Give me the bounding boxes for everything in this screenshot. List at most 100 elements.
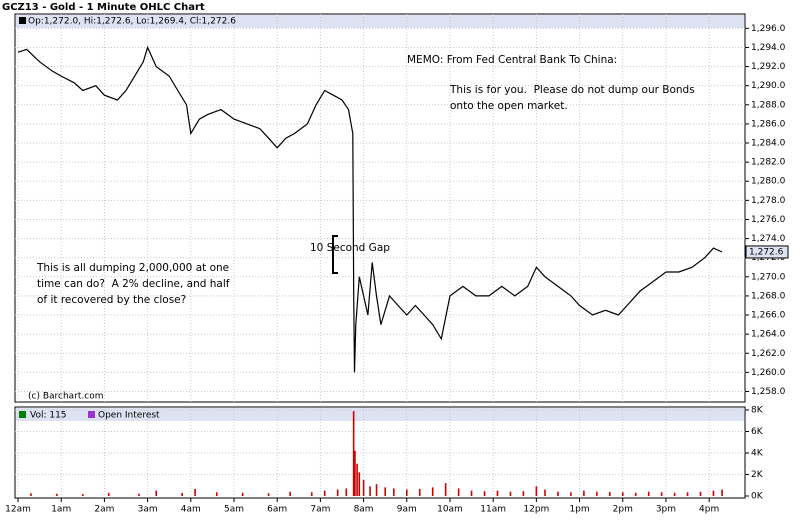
volume-bar [544,489,546,496]
y-tick-label: 2K [751,470,764,480]
volume-bar [535,486,538,496]
volume-bar [496,490,499,496]
volume-bar [56,493,58,496]
volume-bar [241,492,244,496]
annotation: MEMO: From Fed Central Bank To China: [407,54,617,66]
annotation: 10 Second Gap [310,242,390,254]
x-tick-label: 7am [310,505,330,515]
volume-bar [509,491,512,496]
volume-bar [384,487,386,496]
y-tick-label: 1,280.0 [751,177,786,187]
x-tick-label: 8am [354,505,374,515]
volume-bar [712,490,715,496]
volume-legend-band [16,408,744,421]
last-price-label: 1,272.6 [749,247,784,257]
y-tick-label: 0K [751,492,764,502]
volume-bar [194,489,196,496]
volume-bar [431,487,434,496]
y-tick-label: 1,274.0 [751,234,786,244]
y-tick-label: 1,270.0 [751,272,786,282]
volume-bar [30,493,32,496]
volume-bar [345,488,348,496]
volume-bar [557,491,559,496]
x-tick-label: 10am [437,505,463,515]
y-tick-label: 1,296.0 [751,24,786,34]
x-tick-label: 11am [480,505,506,515]
volume-bar [699,491,702,496]
volume-bar [267,493,270,496]
volume-bar [107,492,110,496]
x-tick-label: 1pm [569,505,589,515]
annotation: This is all dumping 2,000,000 at one [36,262,229,274]
legend-text: Open Interest [98,411,160,421]
annotation: onto the open market. [450,100,568,112]
y-tick-label: 1,258.0 [751,387,786,397]
volume-bar [418,489,421,496]
annotation: of it recovered by the close? [37,294,186,306]
volume-bar [181,492,183,496]
price-panel [14,13,746,403]
legend-swatch [19,17,26,24]
volume-bar [289,491,291,496]
annotation: time can do? A 2% decline, and half [37,278,230,290]
y-tick-label: 1,264.0 [751,330,786,340]
y-tick-label: 1,288.0 [751,100,786,110]
y-tick-label: 1,262.0 [751,349,786,359]
volume-bar [362,479,365,496]
volume-bar [686,492,689,496]
volume-bar [483,491,486,496]
x-tick-label: 5am [224,505,244,515]
volume-bar [215,492,218,496]
x-tick-label: 6am [267,505,287,515]
y-tick-label: 1,282.0 [751,158,786,168]
y-tick-label: 1,278.0 [751,196,786,206]
volume-bar [647,491,650,496]
y-tick-label: 1,286.0 [751,119,786,129]
x-tick-label: 4pm [699,505,719,515]
volume-bar [356,463,358,496]
volume-bar [393,488,395,496]
x-tick-label: 2am [94,505,114,515]
price-line [17,45,723,373]
legend-text: Op:1,272.0, Hi:1,272.6, Lo:1,269.4, Cl:1… [28,17,236,27]
x-tick-label: 3am [138,505,158,515]
y-tick-label: 1,260.0 [751,368,786,378]
chart-title: GCZ13 - Gold - 1 Minute OHLC Chart [2,2,205,13]
x-tick-label: 4am [181,505,201,515]
y-tick-label: 6K [751,427,764,437]
volume-bar [522,491,525,496]
volume-bar [138,493,140,496]
volume-bar [457,488,460,496]
volume-bar [358,472,361,496]
x-tick-label: 2pm [613,505,633,515]
x-tick-label: 1am [51,505,71,515]
y-tick-label: 1,284.0 [751,139,786,149]
legend-band [16,15,744,28]
volume-bar [621,492,624,496]
volume-bar [354,450,356,496]
volume-bar [369,486,371,496]
y-tick-label: 1,294.0 [751,43,786,53]
volume-bar [583,490,585,496]
volume-bar [336,489,339,496]
volume-bar [444,483,447,496]
legend-swatch [19,411,26,418]
volume-bar [82,494,84,496]
y-tick-label: 1,266.0 [751,311,786,321]
legend-swatch [88,411,95,418]
volume-bar [375,484,378,496]
y-tick-label: 4K [751,449,764,459]
volume-bar [310,492,313,496]
volume-bar [570,492,572,496]
volume-bar [660,492,663,496]
volume-bar [608,491,611,496]
x-tick-label: 12pm [523,505,549,515]
last-price-tag [745,245,789,259]
volume-bar [323,490,326,496]
volume-bar [155,490,158,496]
volume-bar [352,411,355,496]
copyright: (c) Barchart.com [28,392,104,402]
y-tick-label: 1,292.0 [751,62,786,72]
volume-bar [405,489,408,496]
volume-bar [596,491,598,496]
